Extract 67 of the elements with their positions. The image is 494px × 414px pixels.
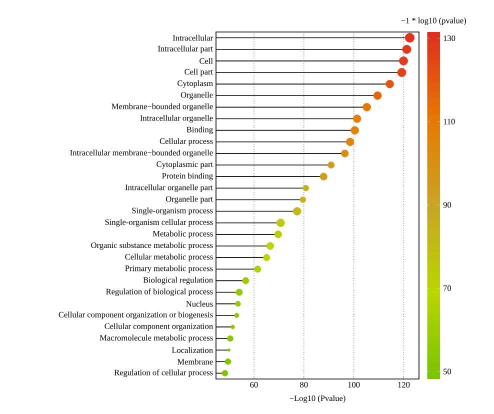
color-bar-label: 50 (444, 368, 452, 374)
x-tick-label: 100 (348, 382, 360, 388)
point (362, 103, 371, 112)
y-tick-label: Protein binding (162, 172, 213, 180)
y-tick-label: Cytoplasm (178, 80, 213, 88)
x-tick-label: 60 (250, 382, 258, 388)
point (350, 126, 359, 134)
point (236, 288, 243, 296)
y-tick-label: Regulation of biological process (106, 288, 213, 296)
y-tick-label: Organelle (180, 92, 213, 100)
y-tick-label: Intracellular membrane−bounded organelle (70, 150, 213, 158)
point (235, 300, 241, 307)
y-tick-label: Cellular component organization (104, 323, 213, 331)
y-tick-label: Cell (200, 58, 213, 64)
y-tick-label: Primary metabolic process (125, 265, 213, 273)
point (274, 230, 282, 238)
point (346, 138, 354, 146)
point (352, 114, 362, 123)
point (254, 266, 262, 273)
y-tick-label: Localization (172, 347, 213, 353)
y-tick-label: Single-organism process (132, 208, 213, 216)
point (399, 56, 408, 66)
y-tick-label: Metabolic process (152, 230, 213, 238)
point (320, 172, 328, 180)
y-tick-label: Regulation of cellular process (114, 369, 213, 378)
point (397, 68, 406, 77)
point (402, 44, 412, 54)
y-tick-label: Nucleus (186, 300, 213, 307)
point (263, 254, 270, 262)
point (373, 91, 382, 100)
point (276, 218, 285, 227)
point (222, 370, 228, 376)
y-tick-label: Organic substance metabolic process (91, 242, 213, 250)
point (300, 196, 306, 203)
y-tick-label: Intracellular organelle (140, 114, 213, 123)
y-tick-label: Cell part (184, 68, 214, 76)
color-bar-title: −1 * log10 (pvalue) (401, 18, 466, 26)
y-tick-label: Intracellular part (158, 46, 214, 54)
color-bar-label: 70 (444, 285, 452, 291)
x-tick-label: 120 (398, 382, 410, 388)
point (302, 185, 310, 192)
point (386, 80, 394, 88)
point (341, 150, 349, 158)
y-tick-label: Cellular component organization or biogenesis (58, 312, 213, 320)
point (293, 207, 302, 216)
y-tick-label: Single-organism cellular process (105, 219, 213, 227)
y-tick-label: Cellular metabolic process (125, 254, 213, 262)
color-bar-label: 130 (444, 35, 456, 42)
y-tick-label: Membrane (177, 358, 213, 365)
color-bar-label: 110 (444, 118, 455, 124)
y-tick-label: Binding (186, 126, 213, 134)
y-tick-label: Intracellular (172, 34, 213, 41)
point (227, 335, 234, 342)
point (266, 242, 274, 250)
y-tick-label: Membrane−bounded organelle (112, 103, 213, 111)
x-axis-title: −Log10 (Pvalue) (290, 395, 346, 403)
y-tick-label: Cellular process (160, 138, 213, 146)
point (242, 277, 250, 284)
point (328, 162, 335, 169)
y-tick-label: Cytoplasmic part (156, 161, 214, 169)
x-tick-label: 80 (300, 382, 308, 388)
y-tick-label: Macromolecule metabolic process (100, 334, 213, 342)
y-tick-label: Organelle part (166, 196, 213, 204)
y-tick-label: Intracellular organelle part (125, 184, 214, 192)
y-tick-label: Biological regulation (143, 276, 213, 284)
point (224, 358, 232, 365)
color-bar-label: 90 (443, 202, 452, 208)
